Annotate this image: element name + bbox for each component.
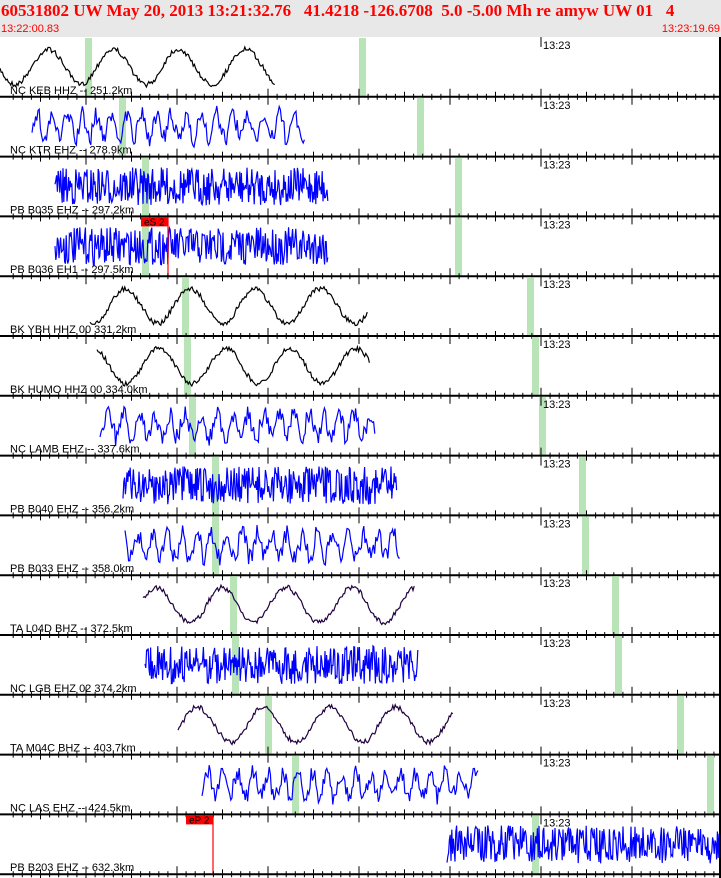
phase-marker	[292, 755, 299, 814]
waveform-trace	[54, 225, 329, 267]
phase-marker	[455, 217, 462, 276]
pick-label: eP 2	[189, 815, 210, 826]
station-label: TA M04C BHZ -- 403.7km	[10, 743, 136, 755]
time-tick-label: 13:23	[543, 758, 571, 770]
waveform-trace	[31, 104, 305, 149]
time-tick-label: 13:23	[543, 399, 571, 411]
phase-marker	[182, 277, 189, 335]
pick-flag	[186, 815, 213, 825]
phase-marker	[582, 516, 589, 575]
station-label: PB B033 EHZ -- 358.0km	[10, 563, 134, 575]
start-time: 13:22:00.83	[1, 23, 60, 35]
waveform-trace	[144, 644, 419, 685]
time-tick-label: 13:23	[543, 459, 571, 471]
phase-marker	[265, 695, 272, 754]
time-tick-label: 13:23	[543, 219, 571, 231]
end-time: 13:23:19.69	[661, 23, 720, 35]
time-tick-label: 13:23	[543, 339, 571, 351]
phase-marker	[85, 38, 92, 96]
station-label: PB B040 EHZ -- 356.2km	[10, 503, 134, 515]
phase-marker	[615, 636, 622, 694]
waveform-trace	[201, 765, 479, 806]
waveform-trace	[54, 166, 329, 207]
phase-marker	[184, 337, 191, 395]
time-tick-label: 13:23	[543, 100, 571, 112]
header-bar: 60531802 UW May 20, 2013 13:21:32.76 41.…	[0, 0, 721, 37]
station-label: NC LAS EHZ -- 424.5km	[10, 802, 130, 814]
time-tick-label: 13:23	[543, 578, 571, 590]
time-tick-label: 13:23	[543, 279, 571, 291]
waveform-trace	[0, 45, 276, 89]
station-label: BK HUMO HHZ 00 334.0km	[10, 384, 148, 396]
phase-marker	[539, 396, 546, 455]
phase-marker	[142, 217, 149, 276]
station-label: PB B036 EH1 -- 297.5km	[10, 264, 134, 276]
phase-marker	[532, 337, 539, 395]
pick-label: eS 2	[144, 217, 165, 228]
pick-flag	[141, 217, 168, 227]
station-label: NC LGB EHZ 02 374.2km	[10, 683, 137, 695]
waveform-trace	[142, 583, 415, 626]
station-label: BK YBH HHZ 00 331.2km	[10, 324, 136, 336]
phase-marker	[579, 456, 586, 515]
waveform-trace	[96, 344, 370, 388]
time-tick-label: 13:23	[543, 518, 571, 530]
time-tick-label: 13:23	[543, 40, 571, 52]
phase-marker	[527, 277, 534, 335]
phase-marker	[707, 755, 714, 814]
station-label: PB B203 EHZ -- 632.3km	[10, 862, 134, 874]
phase-marker	[417, 97, 424, 156]
waveform-trace	[122, 465, 398, 505]
time-tick-label: 13:23	[543, 160, 571, 172]
waveform-trace	[177, 703, 454, 747]
phase-marker	[230, 576, 237, 634]
station-label: NC KEB HHZ -- 251.2km	[10, 85, 132, 97]
station-label: TA L04D BHZ -- 372.5km	[10, 623, 133, 635]
waveform-trace	[99, 405, 376, 447]
phase-marker	[189, 396, 196, 455]
station-label: PB B035 EHZ -- 297.2km	[10, 204, 134, 216]
station-label: NC LAMB EHZ -- 337.6km	[10, 444, 140, 456]
waveform-trace	[89, 285, 368, 327]
phase-marker	[359, 38, 366, 96]
time-tick-label: 13:23	[543, 698, 571, 710]
time-tick-label: 13:23	[543, 817, 571, 829]
time-tick-label: 13:23	[543, 638, 571, 650]
phase-marker	[212, 456, 219, 515]
event-title: 60531802 UW May 20, 2013 13:21:32.76 41.…	[1, 1, 675, 20]
phase-marker	[612, 576, 619, 634]
waveform-trace	[446, 825, 721, 864]
waveform-trace	[124, 525, 400, 567]
phase-marker	[455, 157, 462, 216]
phase-marker	[677, 695, 684, 754]
